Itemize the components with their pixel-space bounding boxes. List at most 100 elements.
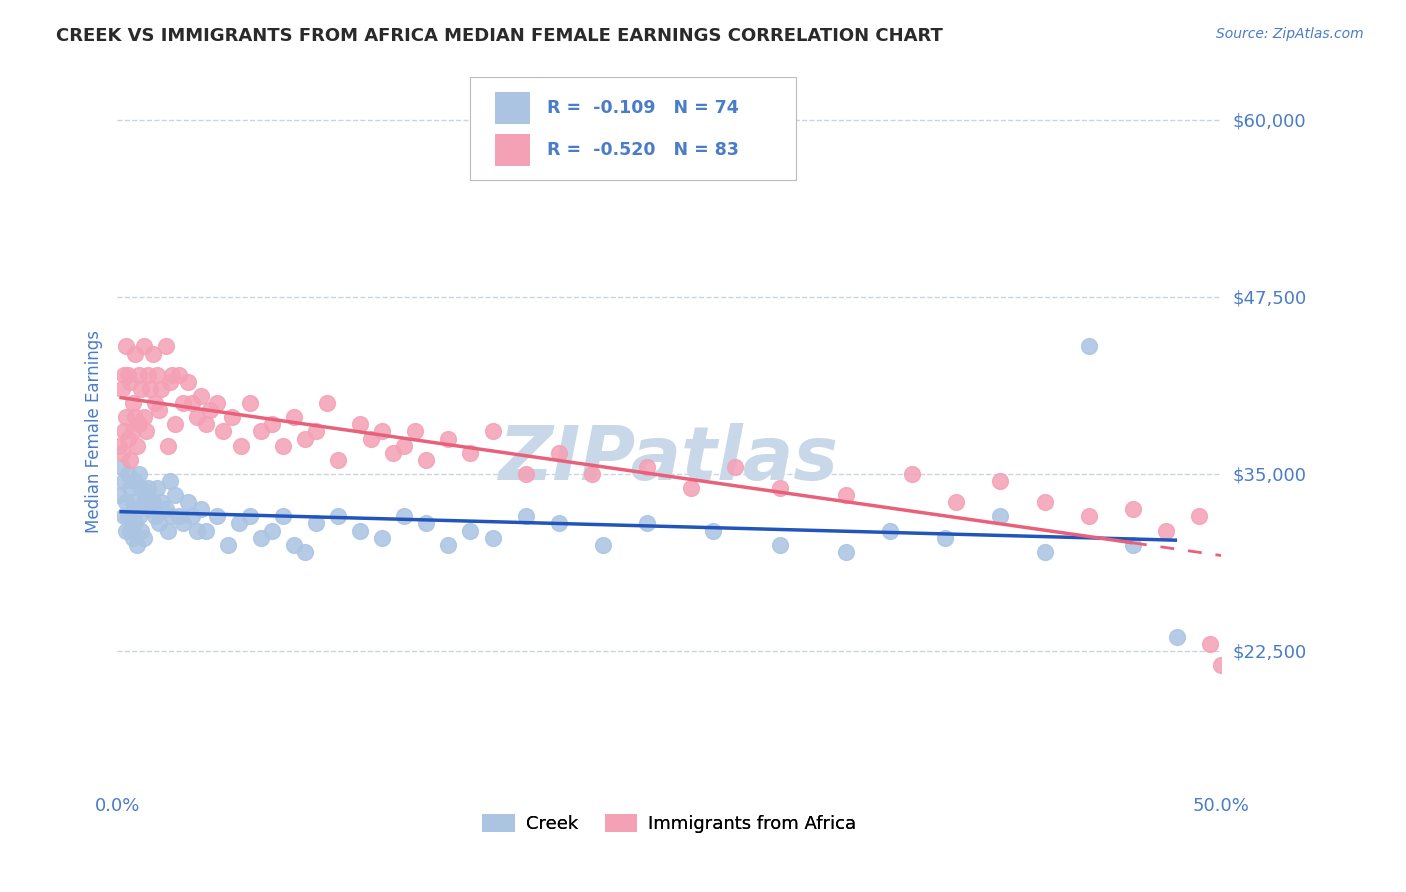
Point xyxy=(124,474,146,488)
Point xyxy=(990,509,1012,524)
Point xyxy=(283,538,305,552)
Point xyxy=(124,516,146,531)
Point xyxy=(162,368,184,382)
Legend: Creek, Immigrants from Africa: Creek, Immigrants from Africa xyxy=(475,806,863,840)
Point xyxy=(260,524,283,538)
Point xyxy=(150,495,173,509)
Point xyxy=(212,425,235,439)
Point xyxy=(316,396,339,410)
Point xyxy=(515,467,537,481)
Point xyxy=(136,481,159,495)
Point xyxy=(769,481,792,495)
Point xyxy=(125,502,148,516)
Point xyxy=(901,467,924,481)
Point xyxy=(198,403,221,417)
Point xyxy=(117,509,139,524)
Point xyxy=(934,531,956,545)
Point xyxy=(221,410,243,425)
Point xyxy=(394,439,416,453)
Point xyxy=(460,445,482,459)
Point xyxy=(271,439,294,453)
Point xyxy=(108,488,131,502)
Point xyxy=(945,495,967,509)
Point xyxy=(1188,509,1211,524)
Point xyxy=(190,389,212,403)
Point xyxy=(724,459,747,474)
Text: Source: ZipAtlas.com: Source: ZipAtlas.com xyxy=(1216,27,1364,41)
Point xyxy=(143,509,166,524)
Point xyxy=(135,425,157,439)
Point xyxy=(249,425,271,439)
Point xyxy=(108,439,131,453)
Point xyxy=(205,509,228,524)
Point xyxy=(1199,637,1222,651)
Point xyxy=(404,425,426,439)
Point xyxy=(371,425,394,439)
Point xyxy=(186,524,208,538)
Point xyxy=(1166,630,1188,644)
Text: R =  -0.109   N = 74: R = -0.109 N = 74 xyxy=(547,99,738,118)
Point xyxy=(228,516,250,531)
Point xyxy=(110,445,132,459)
Point xyxy=(124,410,146,425)
FancyBboxPatch shape xyxy=(495,134,530,166)
Point xyxy=(132,531,155,545)
Point xyxy=(249,531,271,545)
Y-axis label: Median Female Earnings: Median Female Earnings xyxy=(86,330,103,533)
Point xyxy=(177,495,200,509)
Point xyxy=(132,495,155,509)
Point xyxy=(159,474,181,488)
Point xyxy=(636,459,658,474)
Point xyxy=(1077,339,1099,353)
Text: CREEK VS IMMIGRANTS FROM AFRICA MEDIAN FEMALE EARNINGS CORRELATION CHART: CREEK VS IMMIGRANTS FROM AFRICA MEDIAN F… xyxy=(56,27,943,45)
Point xyxy=(115,495,138,509)
Point xyxy=(121,396,143,410)
Point xyxy=(349,417,371,432)
Point xyxy=(162,509,184,524)
Point xyxy=(121,531,143,545)
Point xyxy=(146,481,169,495)
Point xyxy=(437,432,460,446)
Point xyxy=(163,417,186,432)
Point xyxy=(177,375,200,389)
Point xyxy=(148,403,170,417)
Point xyxy=(141,346,163,360)
FancyBboxPatch shape xyxy=(471,78,796,180)
Point xyxy=(172,516,194,531)
Point xyxy=(835,488,858,502)
Point xyxy=(136,368,159,382)
Point xyxy=(128,467,150,481)
Point xyxy=(115,339,138,353)
Point xyxy=(1122,502,1144,516)
Point xyxy=(382,445,405,459)
Point xyxy=(143,396,166,410)
Point xyxy=(1033,495,1056,509)
Point xyxy=(120,452,142,467)
Point xyxy=(547,445,569,459)
Point xyxy=(481,531,503,545)
Point xyxy=(167,509,190,524)
Point xyxy=(581,467,603,481)
Point xyxy=(139,382,162,396)
Point xyxy=(128,417,150,432)
Point xyxy=(112,368,135,382)
Point xyxy=(120,375,142,389)
Point xyxy=(132,410,155,425)
Point xyxy=(271,509,294,524)
Point xyxy=(371,531,394,545)
Point xyxy=(835,545,858,559)
FancyBboxPatch shape xyxy=(495,93,530,124)
Point xyxy=(117,368,139,382)
Point xyxy=(349,524,371,538)
Point xyxy=(156,439,179,453)
Point xyxy=(481,425,503,439)
Point xyxy=(131,481,153,495)
Point xyxy=(592,538,614,552)
Point xyxy=(110,459,132,474)
Point xyxy=(163,488,186,502)
Point xyxy=(120,524,142,538)
Point xyxy=(194,417,217,432)
Point xyxy=(110,382,132,396)
Point xyxy=(121,495,143,509)
Point xyxy=(217,538,239,552)
